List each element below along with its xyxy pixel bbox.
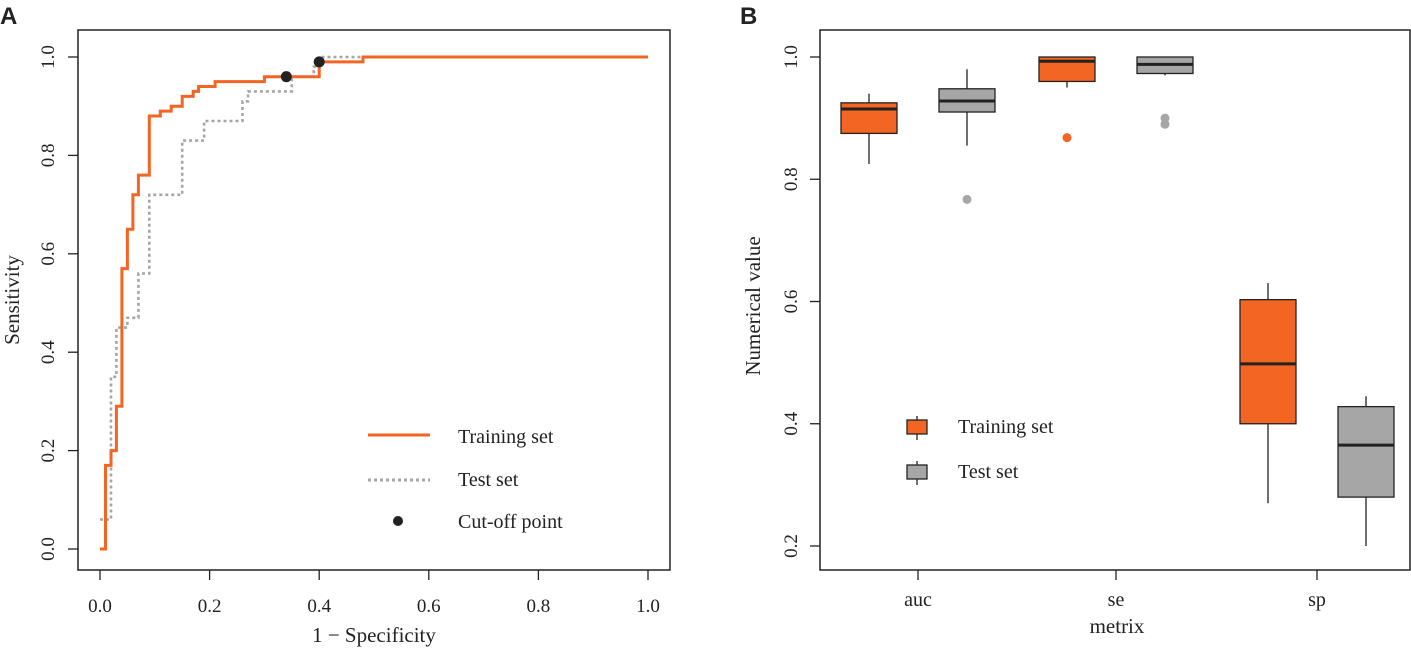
panel-a-x-tick-label: 0.0 <box>88 596 112 617</box>
legend-training-box <box>906 419 928 435</box>
legend-test-box-label: Test set <box>958 461 1019 483</box>
panel-b-x-axis-label: metrix <box>1090 614 1145 638</box>
training-auc-box <box>840 102 898 135</box>
test-auc-outlier <box>962 194 972 204</box>
panel-a-y-tick-label: 0.4 <box>38 340 59 364</box>
legend-training-label: Training set <box>458 426 554 448</box>
training-se-outlier <box>1062 133 1072 143</box>
legend-cutoff-point-marker <box>393 516 403 526</box>
training-sp-box <box>1239 299 1297 425</box>
legend-test-label: Test set <box>458 469 519 491</box>
cutoff-point-2 <box>313 56 325 68</box>
panel-a-x-tick-label: 0.2 <box>198 596 222 617</box>
legend-training-box-label: Training set <box>958 416 1054 438</box>
legend-cutoff-label: Cut-off point <box>458 511 563 533</box>
panel-b-box-chart: B auc se sp 0.2 0.4 0.6 0.8 1.0 metrix Numeric… <box>740 3 1411 638</box>
panel-b-x-tick-label: se <box>1108 589 1125 611</box>
test-sp-box <box>1337 405 1395 498</box>
panel-a-y-tick-label: 0.2 <box>38 439 59 463</box>
panel-b-x-tick-label: auc <box>904 589 932 611</box>
panel-a-x-axis-label: 1 − Specificity <box>312 623 436 647</box>
panel-a-plot-frame <box>77 29 671 571</box>
panel-a-letter: A <box>0 3 17 30</box>
panel-b-y-tick-label: 0.8 <box>781 167 802 191</box>
panel-a-roc-chart: A 0.0 0.2 0.4 0.6 0.8 1.0 0.00.20.40.60.81.0 … <box>0 3 671 647</box>
panel-a-x-tick-label: 1.0 <box>636 596 660 617</box>
panel-a-legend: Training set Test set Cut-off point <box>368 426 563 533</box>
panel-b-x-tick-label: sp <box>1308 589 1326 611</box>
panel-b-y-tick-label: 0.2 <box>781 534 802 558</box>
test-set-roc-line <box>100 55 648 521</box>
panel-b-y-tick-label: 0.6 <box>781 290 802 314</box>
panel-a-y-tick-label: 0.8 <box>38 144 59 168</box>
panel-a-y-axis-label: Sensitivity <box>0 255 24 345</box>
training-set-roc-line <box>100 55 648 551</box>
panel-b-legend: Training set Test set <box>906 416 1054 485</box>
panel-a-y-tick-label: 0.0 <box>38 537 59 561</box>
panel-a-y-tick-label: 0.6 <box>38 242 59 266</box>
panel-b-y-axis-label: Numerical value <box>741 236 765 375</box>
panel-b-plot-frame <box>819 29 1411 571</box>
panel-a-x-tick-label: 0.4 <box>307 596 331 617</box>
panel-b-letter: B <box>740 3 757 30</box>
test-se-outlier <box>1160 119 1170 129</box>
panel-a-x-tick-label: 0.6 <box>417 596 441 617</box>
panel-a-x-tick-label: 0.8 <box>527 596 551 617</box>
panel-a-y-tick-label: 1.0 <box>38 45 59 69</box>
legend-test-box <box>906 464 928 480</box>
cutoff-point-1 <box>280 71 292 83</box>
panel-b-y-tick-label: 0.4 <box>781 411 802 435</box>
panel-b-y-tick-label: 1.0 <box>781 45 802 69</box>
